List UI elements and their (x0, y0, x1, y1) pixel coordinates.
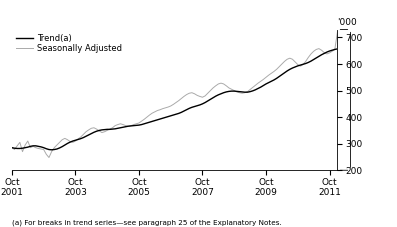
Text: '000: '000 (337, 18, 357, 27)
Legend: Trend(a), Seasonally Adjusted: Trend(a), Seasonally Adjusted (16, 34, 122, 53)
Text: (a) For breaks in trend series—see paragraph 25 of the Explanatory Notes.: (a) For breaks in trend series—see parag… (12, 219, 281, 226)
